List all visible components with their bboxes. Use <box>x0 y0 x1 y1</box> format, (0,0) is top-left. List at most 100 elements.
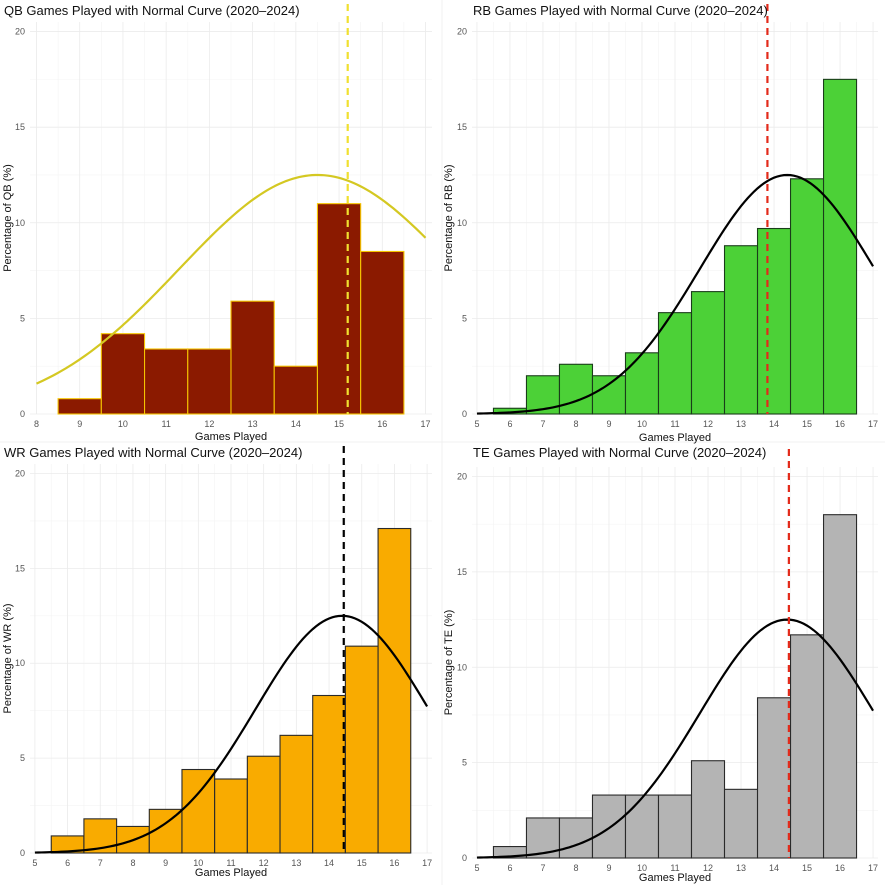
qb-x-tick-label: 8 <box>34 419 39 429</box>
qb-chart-title: QB Games Played with Normal Curve (2020–… <box>4 3 300 18</box>
te-x-axis-title: Games Played <box>639 872 711 884</box>
te-bar <box>657 794 693 859</box>
wr-x-tick-label: 14 <box>324 858 334 868</box>
te-x-tick-label: 8 <box>573 863 578 873</box>
qb-normal-curve <box>36 173 427 385</box>
qb-y-tick-label: 0 <box>20 409 25 419</box>
rb-bar <box>789 178 825 415</box>
rb-x-tick-label: 9 <box>606 419 611 429</box>
te-bar <box>789 634 825 859</box>
te-normal-curve <box>476 618 874 859</box>
qb-y-tick-label: 5 <box>20 313 25 323</box>
qb-y-tick-label: 10 <box>15 218 25 228</box>
te-x-tick-label: 12 <box>703 863 713 873</box>
wr-x-axis-title: Games Played <box>195 867 267 879</box>
qb-x-tick-label: 17 <box>421 419 431 429</box>
qb-x-tick-label: 15 <box>334 419 344 429</box>
rb-bar <box>756 227 792 415</box>
te-x-tick-label: 16 <box>835 863 845 873</box>
wr-x-tick-label: 12 <box>259 858 269 868</box>
te-x-tick-label: 13 <box>736 863 746 873</box>
rb-x-tick-label: 17 <box>868 419 878 429</box>
qb-x-tick-label: 9 <box>77 419 82 429</box>
wr-bar <box>181 768 216 854</box>
qb-bar <box>187 348 232 415</box>
rb-x-tick-label: 15 <box>802 419 812 429</box>
te-bar <box>624 794 660 859</box>
qb-bar <box>360 250 405 415</box>
wr-y-tick-label: 10 <box>15 658 25 668</box>
te-x-tick-label: 14 <box>769 863 779 873</box>
te-bar <box>756 697 792 859</box>
qb-x-tick-label: 16 <box>377 419 387 429</box>
rb-bar <box>690 291 726 415</box>
rb-y-tick-label: 20 <box>457 27 467 37</box>
qb-bar <box>273 365 319 415</box>
qb-bar <box>230 300 275 415</box>
wr-x-tick-label: 16 <box>389 858 399 868</box>
rb-bar <box>822 78 858 415</box>
qb-bar <box>143 348 189 415</box>
rb-x-tick-label: 14 <box>769 419 779 429</box>
qb-bar <box>57 398 102 415</box>
wr-bar <box>279 734 314 854</box>
rb-x-tick-label: 10 <box>637 419 647 429</box>
te-y-tick-label: 20 <box>457 472 467 482</box>
te-bar <box>558 817 594 859</box>
wr-x-tick-label: 13 <box>291 858 301 868</box>
wr-y-tick-label: 5 <box>20 753 25 763</box>
wr-bar <box>246 755 281 854</box>
qb-x-tick-label: 13 <box>248 419 258 429</box>
qb-x-tick-label: 14 <box>291 419 301 429</box>
rb-x-tick-label: 16 <box>835 419 845 429</box>
wr-x-tick-label: 5 <box>32 858 37 868</box>
qb-bar <box>316 203 362 415</box>
te-y-axis-title: Percentage of TE (%) <box>443 610 455 716</box>
te-y-tick-label: 0 <box>462 853 467 863</box>
wr-x-tick-label: 17 <box>422 858 432 868</box>
rb-x-tick-label: 8 <box>573 419 578 429</box>
wr-bar <box>344 645 379 854</box>
te-x-tick-label: 5 <box>474 863 479 873</box>
rb-bar <box>723 245 759 415</box>
wr-bar <box>312 694 346 854</box>
qb-x-tick-label: 11 <box>161 419 170 429</box>
qb-x-tick-label: 12 <box>204 419 214 429</box>
te-x-tick-label: 17 <box>868 863 878 873</box>
wr-bar <box>214 778 248 854</box>
te-y-tick-label: 10 <box>457 662 467 672</box>
qb-x-tick-label: 10 <box>118 419 128 429</box>
te-x-tick-label: 15 <box>802 863 812 873</box>
te-x-tick-label: 11 <box>670 863 679 873</box>
rb-chart-title: RB Games Played with Normal Curve (2020–… <box>473 3 768 18</box>
te-bar <box>591 794 627 859</box>
rb-y-tick-label: 5 <box>462 313 467 323</box>
rb-x-axis-title: Games Played <box>639 432 711 444</box>
wr-y-tick-label: 20 <box>15 468 25 478</box>
wr-x-tick-label: 9 <box>163 858 168 868</box>
wr-chart-title: WR Games Played with Normal Curve (2020–… <box>4 445 302 460</box>
rb-x-tick-label: 13 <box>736 419 746 429</box>
te-x-tick-label: 9 <box>606 863 611 873</box>
qb-x-axis-title: Games Played <box>195 431 267 443</box>
te-bar <box>690 760 726 859</box>
wr-x-tick-label: 6 <box>65 858 70 868</box>
te-y-tick-label: 15 <box>457 567 467 577</box>
wr-x-tick-label: 15 <box>357 858 367 868</box>
wr-normal-curve <box>34 614 429 854</box>
qb-bar <box>100 333 146 415</box>
rb-y-tick-label: 0 <box>462 409 467 419</box>
te-x-tick-label: 6 <box>507 863 512 873</box>
rb-x-tick-label: 7 <box>540 419 545 429</box>
rb-normal-curve <box>476 173 874 415</box>
rb-bar <box>591 375 627 415</box>
wr-x-tick-label: 10 <box>193 858 203 868</box>
rb-bar <box>657 312 693 415</box>
te-x-tick-label: 7 <box>540 863 545 873</box>
wr-x-tick-label: 8 <box>130 858 135 868</box>
te-bar <box>822 514 858 859</box>
